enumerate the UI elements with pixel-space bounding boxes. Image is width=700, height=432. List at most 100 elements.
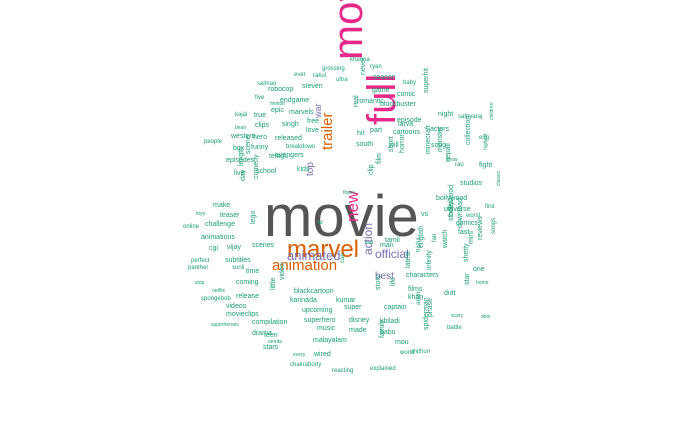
- word-45: episode: [397, 117, 422, 124]
- word-105: super: [344, 304, 362, 311]
- word-108: mou: [395, 339, 409, 346]
- word-34: sathyaraj: [458, 114, 483, 120]
- word-53: released: [275, 135, 302, 142]
- word-154: vs: [421, 211, 428, 218]
- word-14: ryan: [370, 64, 382, 70]
- word-121: khan: [408, 294, 424, 301]
- word-141: home: [476, 280, 489, 286]
- word-48: part: [370, 127, 383, 134]
- word-21: never: [360, 57, 367, 75]
- word-81: comedy: [253, 154, 260, 179]
- word-163: bad: [365, 240, 374, 246]
- word-31: blockbuster: [380, 101, 416, 108]
- word-28: motion: [270, 101, 286, 107]
- word-33: night: [438, 111, 454, 118]
- word-109: captain: [384, 304, 407, 311]
- word-17: game: [372, 87, 390, 94]
- word-156: classic: [496, 170, 502, 186]
- word-177: fast: [458, 229, 470, 236]
- word-35: kajal: [235, 112, 248, 118]
- word-144: perfect: [191, 258, 210, 264]
- word-65: horror: [399, 134, 406, 153]
- word-72: fight: [479, 162, 493, 169]
- word-124: infinity: [426, 250, 433, 270]
- word-131: explained: [370, 366, 396, 372]
- word-3: marvel: [287, 236, 360, 263]
- word-134: world: [400, 350, 415, 356]
- word-5: trailer: [319, 112, 336, 150]
- word-168: phase: [427, 297, 434, 317]
- word-172: children: [489, 102, 495, 120]
- word-30: romantic: [357, 98, 384, 105]
- word-113: blackcartoon: [294, 288, 334, 295]
- word-29: endgame: [280, 97, 310, 104]
- word-40: larva: [398, 121, 414, 128]
- word-37: epic: [271, 107, 284, 114]
- word-107: babu: [380, 329, 396, 336]
- word-85: vijay: [227, 244, 242, 251]
- word-61: episodes: [226, 157, 255, 164]
- word-160: show: [446, 157, 458, 163]
- word-91: videos: [226, 303, 247, 310]
- word-99: music: [317, 325, 336, 332]
- word-167: arjun: [416, 291, 422, 305]
- word-82: lego: [250, 210, 257, 224]
- word-112: kumar: [336, 297, 356, 304]
- word-19: salman: [257, 81, 277, 87]
- word-50: actors: [430, 126, 450, 133]
- word-165: little: [270, 277, 277, 290]
- word-74: bollywood: [436, 195, 468, 202]
- word-122: dutt: [444, 290, 456, 297]
- word-66: short: [388, 136, 395, 152]
- word-52: hero: [253, 134, 268, 141]
- word-94: superheroes: [211, 322, 239, 328]
- word-162: hd: [317, 220, 323, 226]
- word-136: every: [293, 352, 306, 358]
- word-129: watch: [442, 229, 449, 248]
- word-69: minecraft: [425, 125, 432, 154]
- word-120: films: [408, 286, 423, 293]
- word-25: steven: [302, 83, 323, 90]
- word-22: season: [373, 74, 396, 81]
- word-26: comic: [397, 91, 416, 98]
- word-54: south: [356, 141, 374, 148]
- word-76: comics: [456, 220, 478, 227]
- word-175: reviews: [477, 216, 484, 240]
- word-89: coming: [236, 279, 259, 286]
- word-10: war: [313, 103, 323, 118]
- word-130: download: [457, 198, 464, 228]
- word-90: release: [236, 293, 259, 300]
- word-166: can: [340, 253, 346, 263]
- word-78: challenge: [205, 221, 235, 228]
- word-64: school: [256, 168, 277, 175]
- word-98: wired: [314, 351, 331, 358]
- word-57: box: [233, 145, 245, 152]
- word-1: movies: [324, 0, 371, 60]
- word-27: five: [255, 95, 265, 101]
- word-41: bean: [235, 125, 247, 131]
- word-173: characters: [406, 272, 439, 279]
- word-171: songs: [491, 217, 497, 234]
- word-44: free: [307, 118, 320, 125]
- word-140: deol: [481, 314, 491, 320]
- word-169: trisha: [416, 237, 422, 252]
- word-60: avengers: [275, 152, 304, 159]
- word-139: scary: [451, 313, 463, 319]
- word-104: upcoming: [302, 307, 333, 314]
- word-73: collection: [465, 115, 472, 145]
- word-102: superhero: [304, 317, 336, 324]
- word-123: star: [464, 273, 471, 285]
- word-67: film: [376, 153, 383, 164]
- word-138: battle: [447, 325, 462, 331]
- word-55: will: [389, 142, 399, 149]
- word-178: nepali: [445, 143, 452, 162]
- word-9: action: [361, 222, 375, 255]
- word-115: man: [380, 242, 394, 249]
- word-13: khanna: [350, 57, 370, 63]
- word-59: breakdown: [286, 144, 316, 150]
- word-42: clips: [255, 122, 270, 129]
- word-70: monster: [437, 126, 444, 152]
- word-43: singh: [282, 121, 299, 128]
- word-4: animation: [272, 257, 338, 274]
